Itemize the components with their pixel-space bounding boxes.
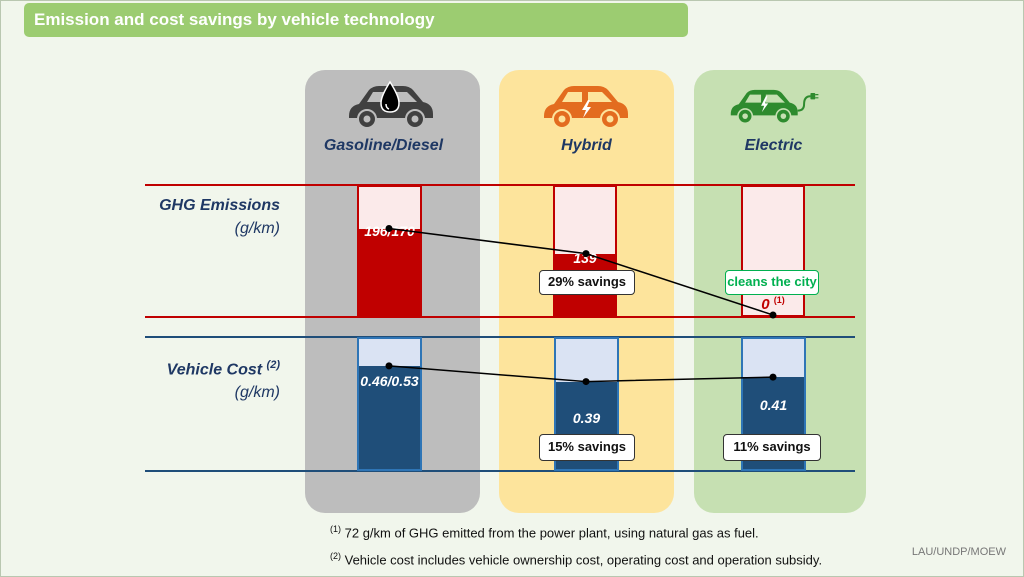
footnote-1-marker: (1) bbox=[330, 524, 341, 534]
cost-savings-badge-electric: 11% savings bbox=[723, 434, 821, 461]
ghg-trend-line bbox=[388, 227, 774, 316]
footnote-1: (1) 72 g/km of GHG emitted from the powe… bbox=[330, 524, 759, 540]
car-fuel-drop-icon bbox=[349, 80, 433, 129]
cost-value-label-electric: 0.41 bbox=[759, 397, 788, 413]
chart-title: Emission and cost savings by vehicle tec… bbox=[24, 3, 688, 37]
column-label-electric: Electric bbox=[744, 137, 803, 154]
cost-value-label-gasoline: 0.46/0.53 bbox=[360, 373, 419, 389]
cost-point-electric bbox=[769, 373, 777, 381]
cost-savings-badge-hybrid: 15% savings bbox=[539, 434, 635, 461]
ghg-badge-electric: cleans the city bbox=[725, 270, 819, 295]
ghg-value-electric-text: 0 bbox=[761, 296, 770, 313]
cost-trend-line bbox=[388, 365, 774, 383]
footnote-2-text: Vehicle cost includes vehicle ownership … bbox=[344, 552, 823, 568]
row-label-cost-unit: (g/km) bbox=[234, 384, 280, 402]
ghg-value-label-hybrid: 139 bbox=[573, 250, 597, 266]
column-label-gasoline: Gasoline/Diesel bbox=[323, 137, 444, 154]
ghg-point-electric bbox=[769, 311, 777, 319]
car-lightning-icon bbox=[544, 86, 628, 129]
ghg-value-electric-note: (1) bbox=[773, 295, 785, 305]
ghg-bottom-line bbox=[145, 316, 855, 318]
ghg-point-hybrid bbox=[582, 250, 590, 258]
source-credit: LAU/UNDP/MOEW bbox=[911, 546, 1006, 558]
footnote-2: (2) Vehicle cost includes vehicle owners… bbox=[330, 551, 822, 567]
cost-point-hybrid bbox=[582, 378, 590, 386]
row-label-cost: Vehicle Cost (2) (g/km) bbox=[167, 354, 280, 404]
row-label-cost-note: (2) bbox=[266, 359, 280, 371]
ghg-bar-track-gasoline bbox=[357, 185, 422, 317]
cost-value-label-hybrid: 0.39 bbox=[572, 410, 601, 426]
cost-bar-gasoline bbox=[359, 365, 420, 469]
ghg-bar-gasoline bbox=[359, 228, 420, 315]
cost-bar-track-gasoline bbox=[357, 337, 422, 471]
row-label-ghg-unit: (g/km) bbox=[234, 220, 280, 237]
cost-bottom-line bbox=[145, 470, 855, 472]
cost-top-line bbox=[145, 336, 855, 338]
ghg-value-label-electric: 0 (1) bbox=[741, 295, 805, 313]
footnote-1-text: 72 g/km of GHG emitted from the power pl… bbox=[344, 525, 759, 541]
footnote-2-marker: (2) bbox=[330, 551, 341, 561]
ghg-savings-badge-hybrid: 29% savings bbox=[539, 270, 635, 295]
row-label-ghg-title: GHG Emissions bbox=[159, 197, 280, 214]
cost-point-gasoline bbox=[385, 362, 393, 370]
row-label-cost-title: Vehicle Cost bbox=[166, 361, 263, 379]
row-label-ghg: GHG Emissions (g/km) bbox=[159, 194, 280, 240]
ghg-top-line bbox=[145, 184, 855, 186]
car-plug-icon bbox=[730, 89, 819, 125]
column-label-hybrid: Hybrid bbox=[561, 137, 612, 154]
ghg-point-gasoline bbox=[385, 224, 393, 232]
